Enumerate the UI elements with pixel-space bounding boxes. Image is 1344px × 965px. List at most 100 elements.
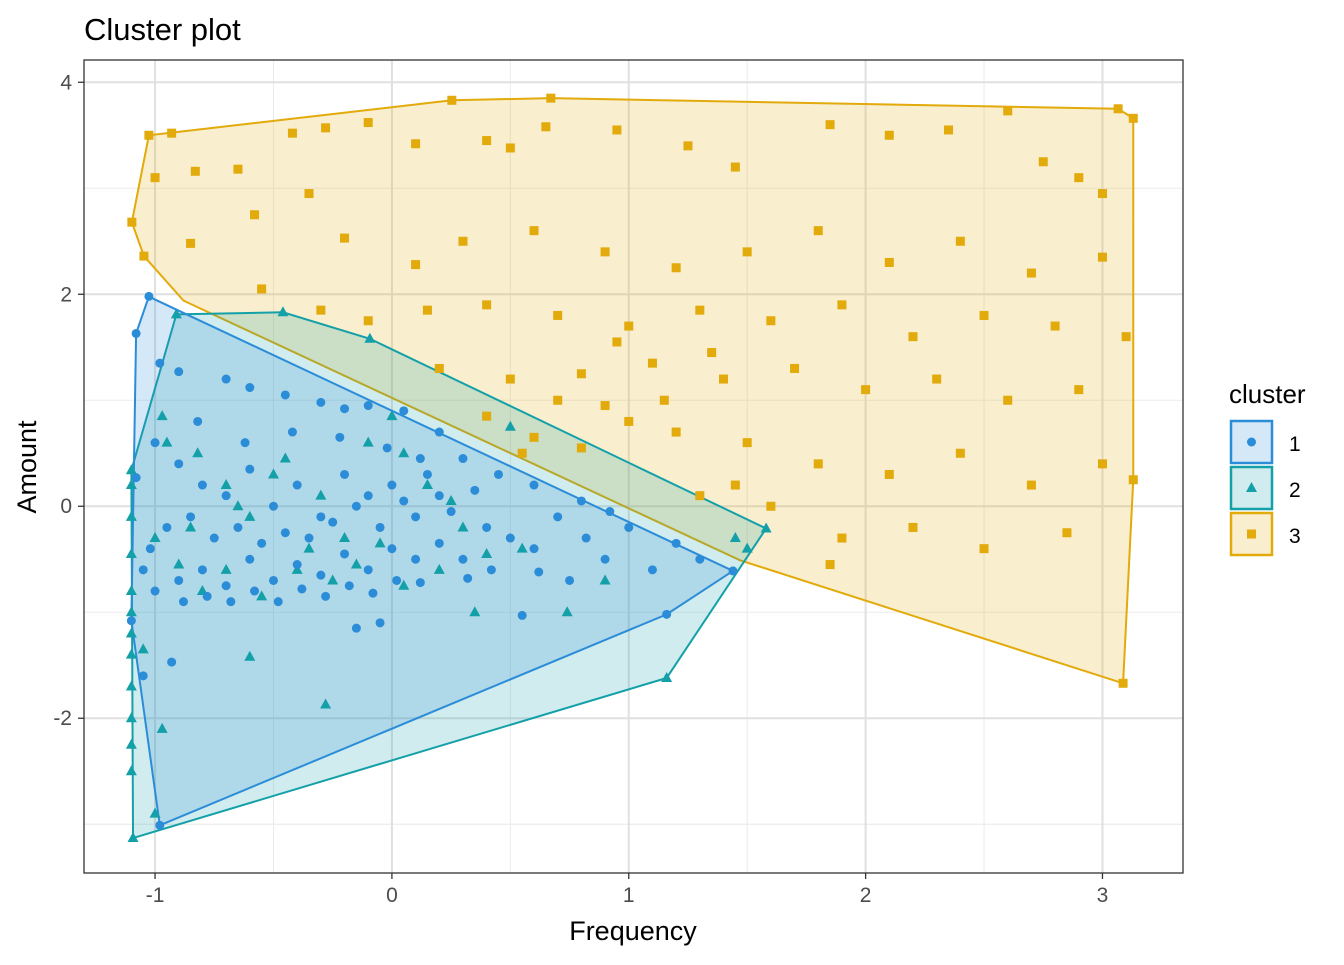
point-cluster-2 [125,712,137,723]
point-cluster-2 [481,547,493,558]
point-cluster-3 [908,522,918,532]
point-cluster-2 [125,680,137,691]
point-cluster-1 [186,512,196,522]
point-cluster-2 [185,521,197,532]
point-cluster-1 [340,549,350,559]
point-cluster-2 [433,563,445,574]
point-cluster-2 [303,542,315,553]
point-cluster-1 [226,597,236,607]
point-cluster-3 [411,139,421,149]
point-cluster-3 [1097,189,1107,199]
point-cluster-1 [553,512,563,522]
point-cluster-3 [695,491,705,501]
point-cluster-1 [240,438,250,448]
point-cluster-3 [730,480,740,490]
point-cluster-1 [434,491,444,501]
point-cluster-3 [1003,395,1013,405]
point-cluster-2 [125,765,137,776]
point-cluster-1 [292,560,302,570]
point-cluster-1 [411,554,421,564]
point-cluster-1 [221,374,231,384]
point-cluster-1 [340,404,350,414]
point-cluster-3 [546,93,556,103]
point-cluster-2 [350,558,362,569]
point-cluster-2 [125,738,137,749]
point-cluster-3 [944,125,954,135]
x-tick-label: 3 [1097,884,1109,907]
point-cluster-1 [268,575,278,585]
point-cluster-1 [138,565,148,575]
point-cluster-1 [486,565,496,575]
point-cluster-1 [695,554,705,564]
point-cluster-1 [534,567,544,577]
point-cluster-1 [624,522,634,532]
point-cluster-3 [719,374,729,384]
x-axis-label: Frequency [569,916,697,946]
point-cluster-3 [813,226,823,236]
point-cluster-3 [304,189,314,199]
legend-title: cluster [1229,379,1306,409]
point-cluster-3 [529,432,539,442]
point-cluster-3 [837,300,847,310]
hull-cluster-1 [130,294,736,827]
point-cluster-3 [1074,173,1084,183]
point-cluster-3 [482,136,492,146]
point-cluster-1 [671,538,681,548]
point-cluster-3 [979,544,989,554]
point-cluster-3 [671,427,681,437]
point-cluster-1 [197,480,207,490]
point-cluster-3 [321,123,331,133]
point-cluster-1 [458,554,468,564]
legend: cluster 1 2 3 [1229,379,1306,557]
cluster-hulls [130,97,1135,840]
point-cluster-3 [624,416,634,426]
point-cluster-2 [256,590,268,601]
point-cluster-3 [576,443,586,453]
point-cluster-1 [245,464,255,474]
point-cluster-2 [362,436,374,447]
point-cluster-1 [144,291,154,301]
point-cluster-2 [315,489,327,500]
point-cluster-2 [244,650,256,661]
point-cluster-2 [149,532,161,543]
point-cluster-3 [1003,106,1013,116]
point-cluster-2 [125,585,137,596]
point-cluster-3 [190,166,200,176]
point-cluster-3 [541,122,551,132]
point-cluster-2 [156,722,168,733]
point-cluster-2 [327,574,339,585]
point-cluster-1 [363,401,373,411]
point-cluster-1 [155,358,165,368]
point-cluster-1 [399,496,409,506]
point-cluster-1 [155,820,165,830]
point-cluster-3 [624,321,634,331]
point-cluster-1 [145,544,155,554]
point-cluster-1 [482,522,492,532]
y-tick-label: 0 [60,495,72,518]
point-cluster-1 [581,533,591,543]
point-cluster-1 [368,588,378,598]
point-cluster-2 [457,521,469,532]
point-cluster-3 [411,260,421,270]
point-cluster-1 [209,533,219,543]
point-cluster-1 [434,427,444,437]
point-cluster-3 [932,374,942,384]
point-cluster-1 [446,507,456,517]
point-cluster-3 [257,284,267,294]
point-cluster-3 [1097,252,1107,262]
point-cluster-1 [411,512,421,522]
point-cluster-2 [125,606,137,617]
point-cluster-1 [363,565,373,575]
point-cluster-3 [363,118,373,128]
point-cluster-1 [316,512,326,522]
point-cluster-3 [434,363,444,373]
point-cluster-1 [193,416,203,426]
point-cluster-1 [463,573,473,583]
legend-symbol-2 [1246,482,1257,492]
point-cluster-1 [728,566,738,576]
point-cluster-3 [908,332,918,342]
point-cluster-3 [600,247,610,257]
point-cluster-3 [127,217,137,227]
point-cluster-3 [144,130,154,140]
